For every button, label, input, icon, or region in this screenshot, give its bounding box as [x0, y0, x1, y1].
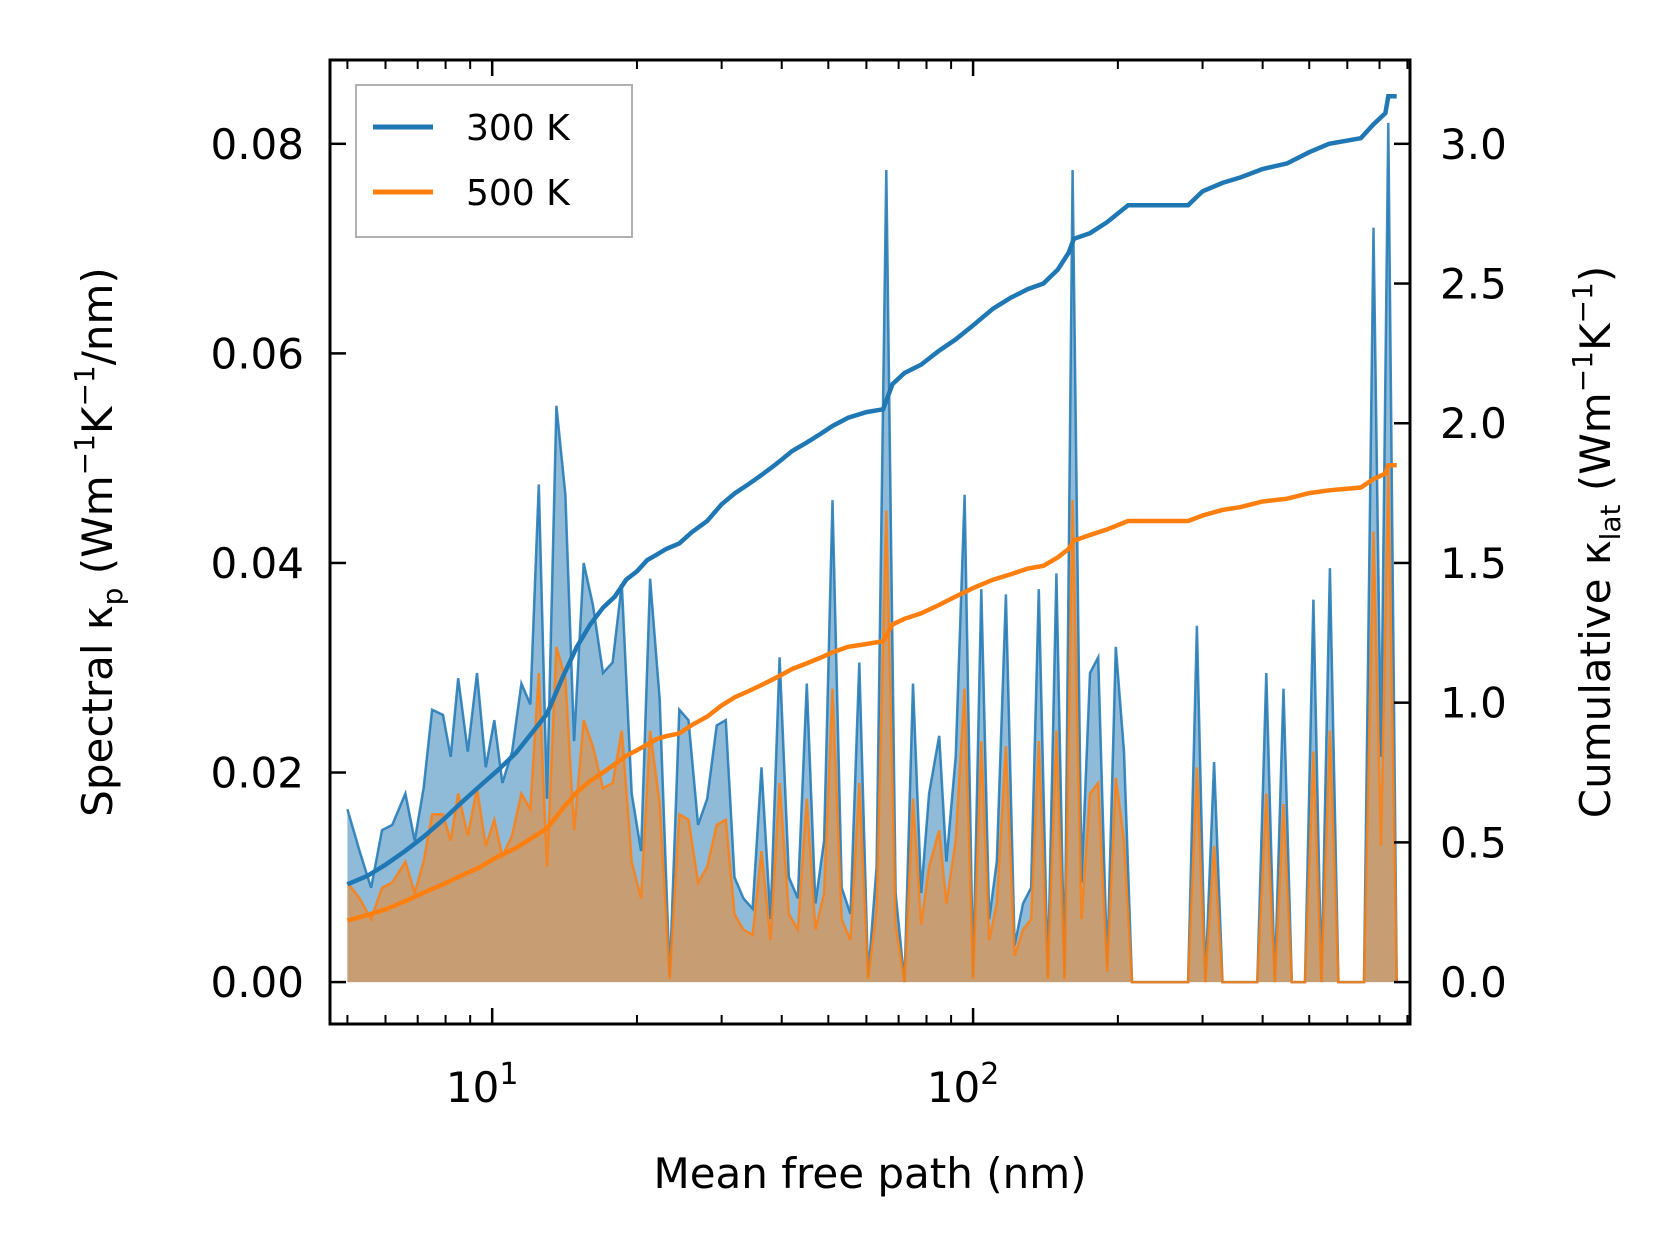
y-left-tick-label: 0.02 [210, 749, 304, 798]
x-tick-label: 101 [446, 1057, 519, 1112]
x-tick-label: 102 [927, 1057, 1000, 1112]
x-axis-label: Mean free path (nm) [653, 1149, 1086, 1198]
y-right-tick-label: 1.0 [1440, 679, 1507, 728]
axis-ticks [330, 60, 1410, 1024]
y-right-tick-label: 3.0 [1440, 120, 1507, 169]
y-left-tick-label: 0.08 [210, 120, 304, 169]
spectral-line-500k [346, 468, 1398, 984]
y-right-tick-label: 0.5 [1440, 818, 1507, 867]
cumulative-line-500k [346, 462, 1397, 923]
series-lines [346, 94, 1397, 923]
y-right-tick-label: 1.5 [1440, 539, 1507, 588]
tick-labels: 0.00 0.02 0.04 0.06 0.08 0.0 0.5 1.0 1.5 2.0 2.5 3.… [210, 120, 1506, 1112]
y-right-tick-label: 2.0 [1440, 399, 1507, 448]
y-right-tick-label: 0.0 [1440, 958, 1507, 1007]
y-left-tick-label: 0.06 [210, 329, 304, 378]
y-left-tick-label: 0.04 [210, 539, 304, 588]
spectral-area-500k [347, 468, 1397, 983]
y-right-tick-label: 2.5 [1440, 260, 1507, 309]
y-left-axis-label: Spectral κp (Wm−1K−1/nm) [68, 267, 129, 817]
legend-label-300k: 300 K [466, 108, 571, 149]
y-left-tick-label: 0.00 [210, 958, 304, 1007]
plot-frame [328, 58, 1412, 1026]
legend-box [355, 84, 633, 238]
spectral-line-300k [346, 122, 1398, 984]
y-right-axis-label: Cumulative κlat (Wm−1K−1) [1566, 266, 1627, 818]
legend-label-500k: 500 K [466, 173, 571, 214]
legend: 300 K 500 K [355, 84, 633, 238]
cumulative-line-300k [346, 94, 1397, 887]
